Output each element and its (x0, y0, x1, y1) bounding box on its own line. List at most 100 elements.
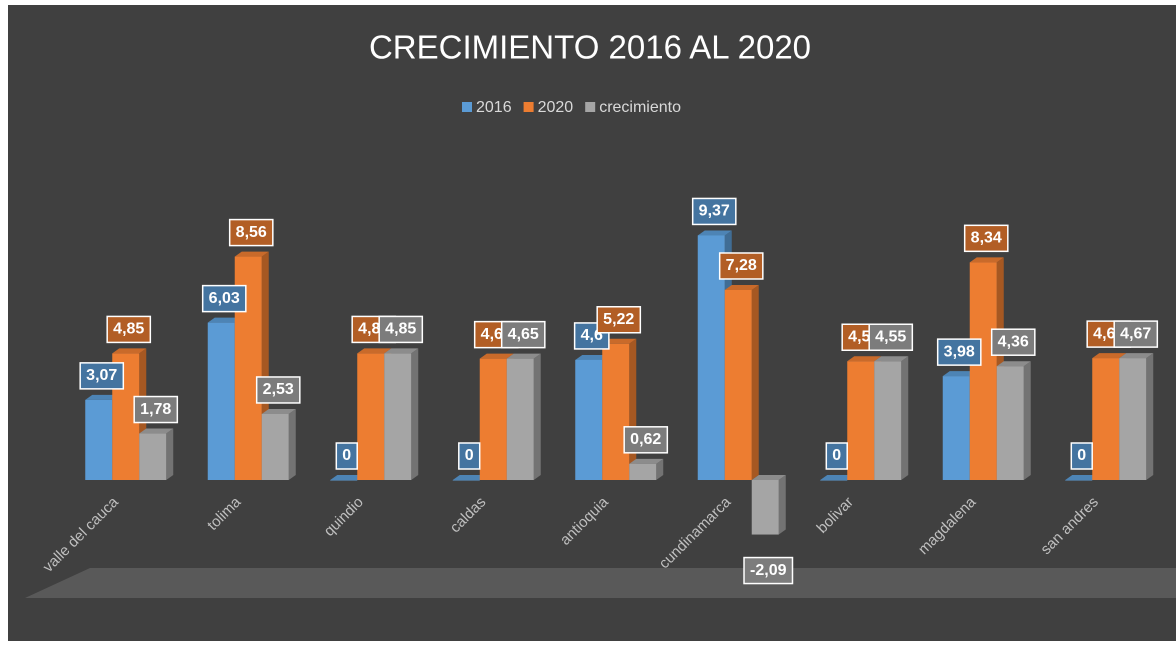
data-label-text: 4,85 (385, 321, 416, 338)
data-label: 0 (1070, 442, 1093, 470)
bar (139, 433, 167, 480)
legend-swatch (585, 102, 596, 112)
data-label-box (825, 442, 848, 470)
data-label-box (868, 323, 914, 351)
bar-top (724, 284, 759, 290)
bar (874, 361, 902, 480)
bar-top (506, 353, 541, 359)
bar-top (384, 348, 419, 354)
data-label-box (990, 328, 1036, 356)
bar-top (234, 251, 269, 257)
data-label-box (133, 395, 179, 424)
data-label: 7,28 (718, 252, 764, 280)
data-label: 8,34 (963, 224, 1009, 253)
bar (1065, 480, 1093, 481)
bar-top (575, 354, 610, 360)
data-label-box (458, 442, 481, 470)
bar-top (330, 475, 365, 480)
bar (357, 353, 385, 480)
bar (602, 343, 630, 480)
bar (751, 480, 779, 535)
bar-top (602, 338, 637, 344)
bar (85, 399, 113, 480)
data-label: 9,37 (691, 197, 737, 226)
data-label-box (691, 197, 737, 226)
bar-top (112, 348, 147, 354)
bar-top (139, 428, 174, 434)
bar-top (357, 348, 392, 354)
data-label-box (963, 224, 1009, 253)
data-label-text: 5,22 (603, 311, 634, 328)
bar-side (533, 353, 541, 480)
data-label: 0 (458, 442, 481, 470)
data-label-text: 3,98 (944, 343, 975, 360)
data-label: 5,22 (596, 306, 642, 334)
data-label-text: 7,28 (726, 257, 757, 274)
data-label-text: 4,67 (1120, 325, 1151, 342)
bar-side (1146, 353, 1154, 480)
bar-top (1119, 353, 1154, 359)
bar-top (874, 356, 909, 362)
bar (384, 353, 412, 480)
bar-top (969, 257, 1004, 263)
bar (261, 413, 289, 480)
bar-side (656, 458, 664, 480)
data-label-box (106, 315, 152, 344)
data-label-text: 0,62 (630, 431, 661, 448)
legend-label: 2020 (538, 99, 574, 116)
data-label-box (1070, 442, 1093, 470)
data-label: -2,09 (743, 556, 794, 585)
bar (724, 289, 752, 480)
bar (1119, 358, 1147, 480)
bar-side (1023, 361, 1031, 480)
bar (629, 463, 657, 480)
bar-top (85, 394, 120, 400)
bar-side (629, 338, 637, 480)
bar-top (847, 356, 882, 362)
data-label-text: -2,09 (750, 562, 787, 579)
bar-top (479, 353, 514, 359)
bar (575, 359, 603, 480)
bar-side (901, 356, 909, 480)
data-label-box (201, 284, 247, 313)
data-label: 8,56 (228, 218, 274, 247)
data-label-text: 0 (832, 447, 841, 464)
bar (506, 358, 534, 480)
data-label: 4,55 (868, 323, 914, 351)
bar-side (778, 475, 786, 535)
data-label: 0 (825, 442, 848, 470)
data-label-text: 0 (342, 447, 351, 464)
bar-top (629, 458, 664, 464)
data-label-box (1113, 320, 1159, 348)
data-label-box (500, 320, 546, 349)
data-label: 4,67 (1113, 320, 1159, 348)
bar-side (288, 408, 296, 480)
bar (330, 480, 358, 481)
bar (942, 376, 970, 480)
data-label-text: 8,56 (236, 224, 267, 241)
data-label-box (228, 218, 274, 247)
data-label: 4,65 (500, 320, 546, 349)
data-label-box (596, 306, 642, 334)
bar-top (751, 475, 786, 480)
data-label: 4,85 (106, 315, 152, 344)
legend-swatch (462, 102, 472, 112)
floor (25, 568, 1176, 598)
bar (479, 358, 507, 480)
data-label-box (743, 556, 794, 585)
bar (452, 480, 480, 481)
bar-side (166, 428, 174, 480)
bar-top (452, 475, 487, 480)
data-label-text: 4,55 (875, 328, 906, 345)
bar (847, 361, 875, 480)
bar (1092, 358, 1120, 480)
legend-label: 2016 (476, 99, 512, 116)
bar-side (411, 348, 419, 480)
data-label-text: 4,65 (508, 326, 539, 343)
data-label-box (255, 376, 301, 404)
data-label-text: 4,85 (113, 321, 144, 338)
bar-side (751, 284, 759, 480)
data-label-text: 6,03 (209, 290, 240, 307)
data-label: 4,36 (990, 328, 1036, 356)
